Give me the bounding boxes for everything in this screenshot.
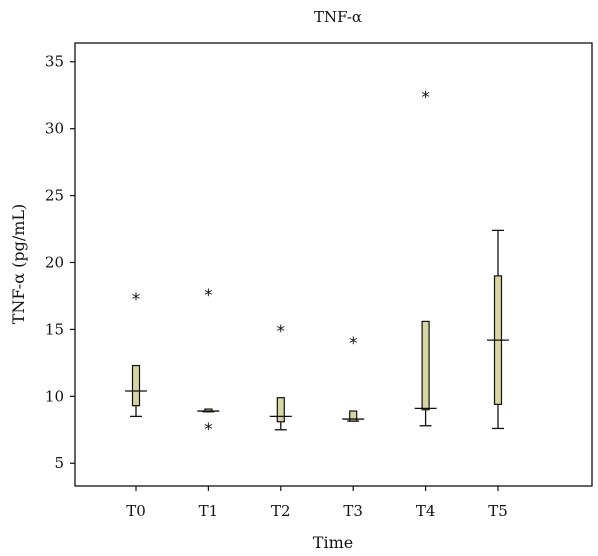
x-tick-label: T1 <box>199 502 219 520</box>
box-T1: ** <box>197 286 220 440</box>
outlier-marker: * <box>349 334 358 354</box>
y-tick-label: 10 <box>45 387 64 405</box>
y-tick-label: 30 <box>45 120 64 138</box>
outlier-marker: * <box>277 322 286 342</box>
y-tick-label: 15 <box>45 320 64 338</box>
iqr-box <box>204 408 213 413</box>
iqr-box <box>276 397 285 423</box>
x-axis: T0 T1 T2 T3 T4 T5 <box>126 486 508 520</box>
outlier-marker: * <box>204 286 213 306</box>
plot-frame <box>74 42 593 487</box>
x-tick-label: T2 <box>271 502 291 520</box>
outlier-marker: * <box>132 290 141 310</box>
chart-title: TNF-α <box>314 8 362 26</box>
box-T5 <box>487 229 509 430</box>
x-tick-label: T3 <box>343 502 363 520</box>
outlier-marker: * <box>421 88 430 108</box>
box-series: * ***** <box>125 88 509 440</box>
box-T4: * <box>414 88 437 427</box>
iqr-box <box>421 320 430 411</box>
box-T3: * <box>342 334 365 422</box>
box-T2: * <box>269 322 292 431</box>
iqr-box <box>131 364 141 407</box>
y-tick-label: 25 <box>45 187 64 205</box>
iqr-box <box>349 410 358 422</box>
y-axis: 5 10 15 20 25 30 35 <box>45 53 75 472</box>
x-tick-label: T5 <box>488 502 508 520</box>
y-tick-label: 5 <box>54 454 64 472</box>
box-T0: * <box>125 290 147 418</box>
x-tick-label: T0 <box>126 502 146 520</box>
y-tick-label: 20 <box>45 253 64 271</box>
x-axis-label: Time <box>313 533 353 552</box>
y-tick-label: 35 <box>45 53 64 71</box>
outlier-marker: * <box>204 420 213 440</box>
x-tick-label: T4 <box>416 502 436 520</box>
y-axis-label: TNF-α (pg/mL) <box>9 204 28 325</box>
